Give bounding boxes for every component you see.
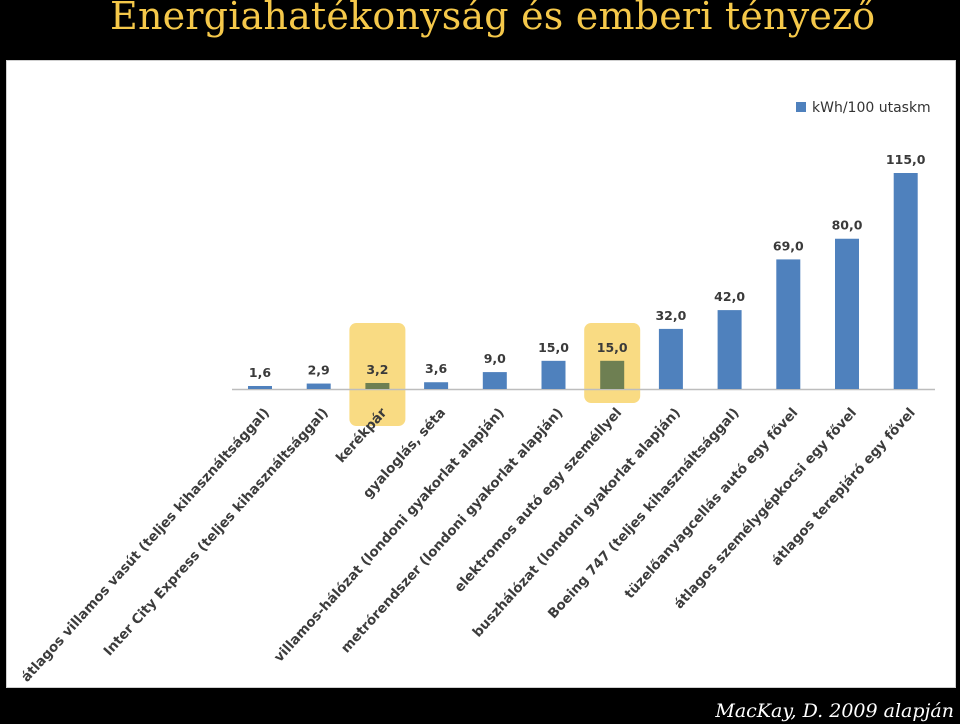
bar-chart: 1,6 átlagos villamos vasút (teljes kihasz… — [18, 100, 935, 685]
source-credit: MacKay, D. 2009 alapján — [715, 700, 954, 722]
bar — [776, 259, 801, 389]
bar — [835, 238, 859, 389]
bar — [893, 173, 918, 389]
data-label: 80,0 — [832, 218, 863, 233]
legend-label: kWh/100 utaskm — [812, 100, 931, 116]
data-label: 115,0 — [886, 152, 926, 167]
highlight-box — [349, 323, 406, 426]
bar — [658, 328, 683, 389]
data-label: 15,0 — [538, 340, 569, 355]
slide-title: Energiahatékonyság és emberi tényező — [110, 0, 876, 38]
data-label: 3,6 — [425, 361, 447, 376]
bar — [482, 372, 507, 389]
data-label: 42,0 — [714, 289, 745, 304]
legend-swatch — [796, 102, 806, 112]
data-label: 32,0 — [655, 308, 686, 323]
data-label: 2,9 — [308, 363, 330, 378]
bar — [306, 383, 331, 389]
data-label: 1,6 — [249, 365, 271, 380]
bar — [424, 382, 449, 389]
data-label: 9,0 — [484, 351, 506, 366]
bar — [365, 382, 390, 389]
chart-panel: 1,6 átlagos villamos vasút (teljes kihasz… — [6, 60, 956, 688]
x-tick-label: metrórendszer (londoni gyakorlat alapján… — [338, 405, 567, 656]
bar — [717, 310, 742, 389]
x-tick-label: buszhálózat (londoni gyakorlat alapján) — [470, 405, 684, 641]
bar — [600, 360, 625, 389]
data-label: 15,0 — [597, 340, 628, 355]
bar — [541, 360, 566, 389]
data-label: 69,0 — [773, 238, 804, 253]
bar — [248, 385, 272, 389]
x-tick-label: átlagos villamos vasút (teljes kihasznál… — [18, 405, 273, 685]
data-label: 3,2 — [366, 362, 388, 377]
x-tick-label: Inter City Express (teljes kihasználtság… — [101, 405, 332, 659]
